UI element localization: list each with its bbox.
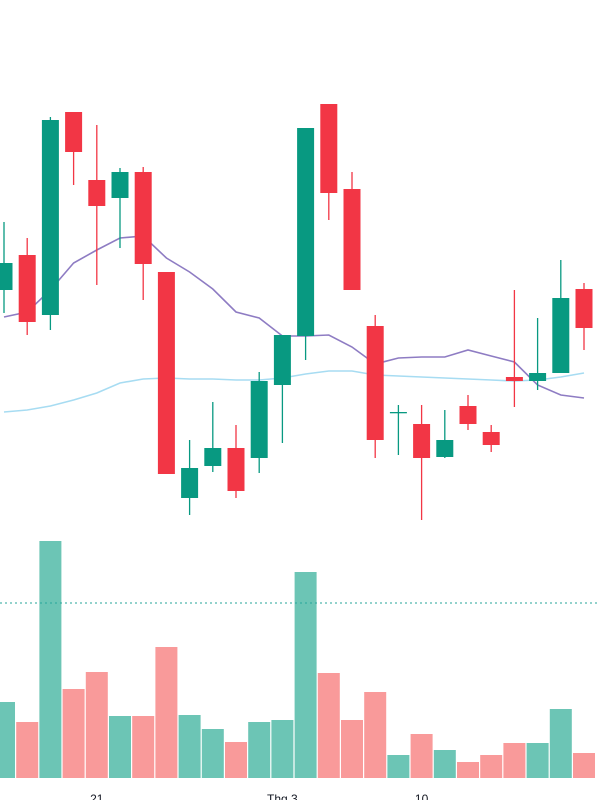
volume-bar — [387, 755, 410, 778]
volume-bar — [457, 762, 479, 778]
volume-bar — [410, 734, 433, 778]
volume-bar — [317, 673, 340, 778]
x-tick-label: Thg 3 — [267, 792, 298, 800]
x-tick-label: 10 — [415, 792, 429, 800]
volume-bar — [225, 742, 247, 778]
candle-body — [320, 104, 338, 193]
candle-body — [297, 128, 315, 336]
volume-bar — [155, 647, 178, 778]
candle-body — [111, 172, 129, 198]
volume-bar — [62, 689, 85, 778]
candle-body — [366, 326, 384, 440]
candle-body — [459, 406, 477, 424]
volume-bar — [480, 755, 503, 778]
candle-body — [529, 373, 547, 381]
candle-body — [575, 289, 593, 328]
candle-body — [41, 120, 59, 315]
volume-bar — [294, 572, 317, 778]
candle-body — [65, 112, 83, 152]
volume-bar — [85, 672, 108, 778]
candle-body — [88, 180, 106, 206]
candle-body — [436, 440, 454, 457]
volume-bar — [433, 750, 456, 778]
volume-bar — [341, 720, 363, 778]
candle-body — [0, 263, 13, 290]
candle-body — [482, 432, 500, 445]
volume-bar — [201, 729, 224, 778]
volume-bar — [573, 753, 595, 778]
volume-bar — [503, 743, 526, 778]
x-tick-label: 21 — [90, 792, 104, 800]
volume-bar — [364, 692, 387, 778]
candle-body — [204, 448, 222, 466]
candle-body — [343, 189, 361, 290]
volume-bar — [178, 715, 201, 778]
candle-body — [389, 412, 407, 414]
candle-body — [181, 468, 199, 498]
candle-body — [505, 377, 523, 381]
candle-body — [552, 298, 570, 373]
moving-average-line — [3, 370, 585, 413]
candle-body — [157, 272, 175, 474]
volume-bar — [132, 716, 155, 778]
candle-body — [413, 424, 431, 458]
candle-body — [250, 381, 268, 458]
volume-bar — [549, 709, 572, 778]
volume-bar — [248, 722, 271, 778]
moving-average-line — [3, 235, 585, 399]
volume-bar — [16, 722, 39, 778]
volume-bar — [0, 702, 15, 778]
candle-body — [273, 335, 291, 385]
candle-body — [18, 255, 36, 322]
candle-body — [227, 448, 245, 491]
volume-bar — [271, 720, 294, 778]
volume-bar — [526, 743, 549, 778]
volume-bar — [39, 541, 62, 778]
candle-body — [134, 172, 152, 264]
volume-bar — [109, 716, 131, 778]
